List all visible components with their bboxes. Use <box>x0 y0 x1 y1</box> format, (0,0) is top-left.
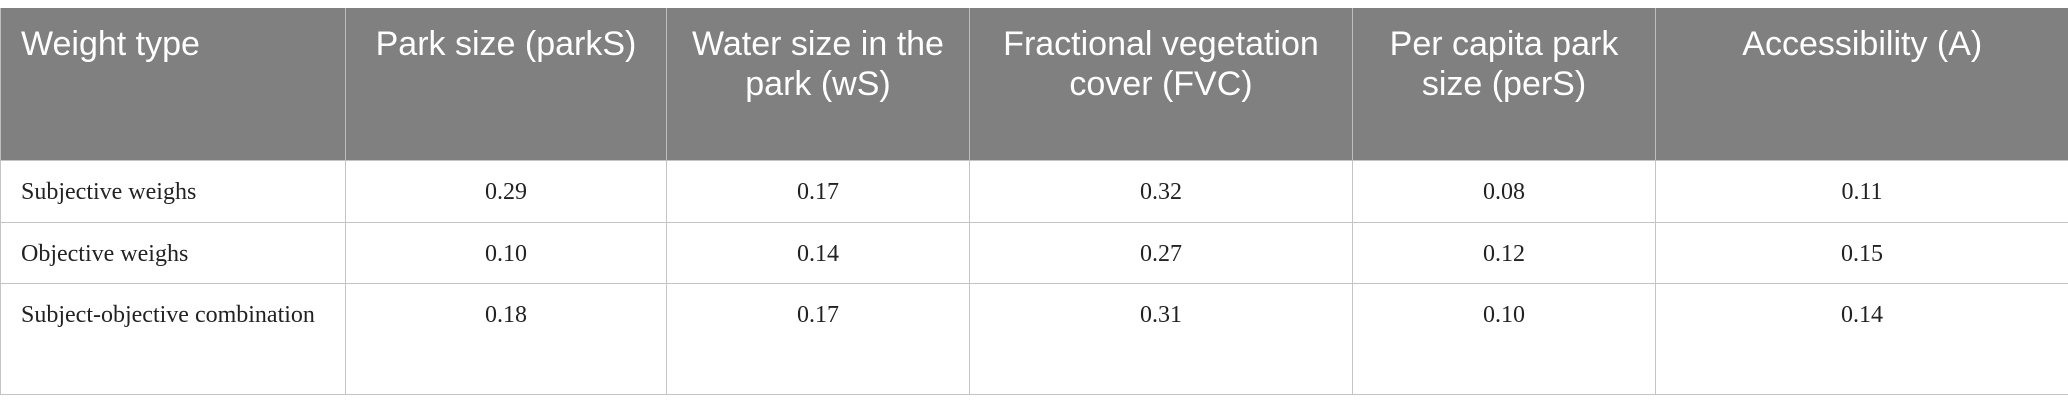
cell-per-capita-park-size: 0.12 <box>1352 221 1656 284</box>
cell-park-size: 0.18 <box>345 282 667 395</box>
row-label: Objective weighs <box>0 221 346 284</box>
header-accessibility: Accessibility (A) <box>1655 8 2068 160</box>
cell-fvc: 0.32 <box>969 159 1353 223</box>
cell-fvc: 0.27 <box>969 221 1353 284</box>
header-park-size: Park size (parkS) <box>345 8 667 160</box>
cell-park-size: 0.29 <box>345 159 667 223</box>
cell-accessibility: 0.15 <box>1655 221 2068 284</box>
table-header-row: Weight type Park size (parkS) Water size… <box>0 8 2068 160</box>
cell-per-capita-park-size: 0.10 <box>1352 282 1656 395</box>
header-weight-type: Weight type <box>0 8 346 160</box>
cell-park-size: 0.10 <box>345 221 667 284</box>
cell-water-size: 0.14 <box>666 221 970 284</box>
header-water-size: Water size in the park (wS) <box>666 8 970 160</box>
table-row: Objective weighs 0.10 0.14 0.27 0.12 0.1… <box>0 221 2068 284</box>
cell-fvc: 0.31 <box>969 282 1353 395</box>
cell-per-capita-park-size: 0.08 <box>1352 159 1656 223</box>
table-row: Subject-objective combination 0.18 0.17 … <box>0 282 2068 395</box>
row-label: Subject-objective combination <box>0 282 346 395</box>
weights-table: Weight type Park size (parkS) Water size… <box>0 8 2068 395</box>
cell-accessibility: 0.14 <box>1655 282 2068 395</box>
cell-water-size: 0.17 <box>666 282 970 395</box>
cell-water-size: 0.17 <box>666 159 970 223</box>
weights-table-container: Weight type Park size (parkS) Water size… <box>0 8 2068 395</box>
header-per-capita-park-size: Per capita park size (perS) <box>1352 8 1656 160</box>
cell-accessibility: 0.11 <box>1655 159 2068 223</box>
header-fvc: Fractional vegetation cover (FVC) <box>969 8 1353 160</box>
table-row: Subjective weighs 0.29 0.17 0.32 0.08 0.… <box>0 159 2068 223</box>
row-label: Subjective weighs <box>0 159 346 223</box>
